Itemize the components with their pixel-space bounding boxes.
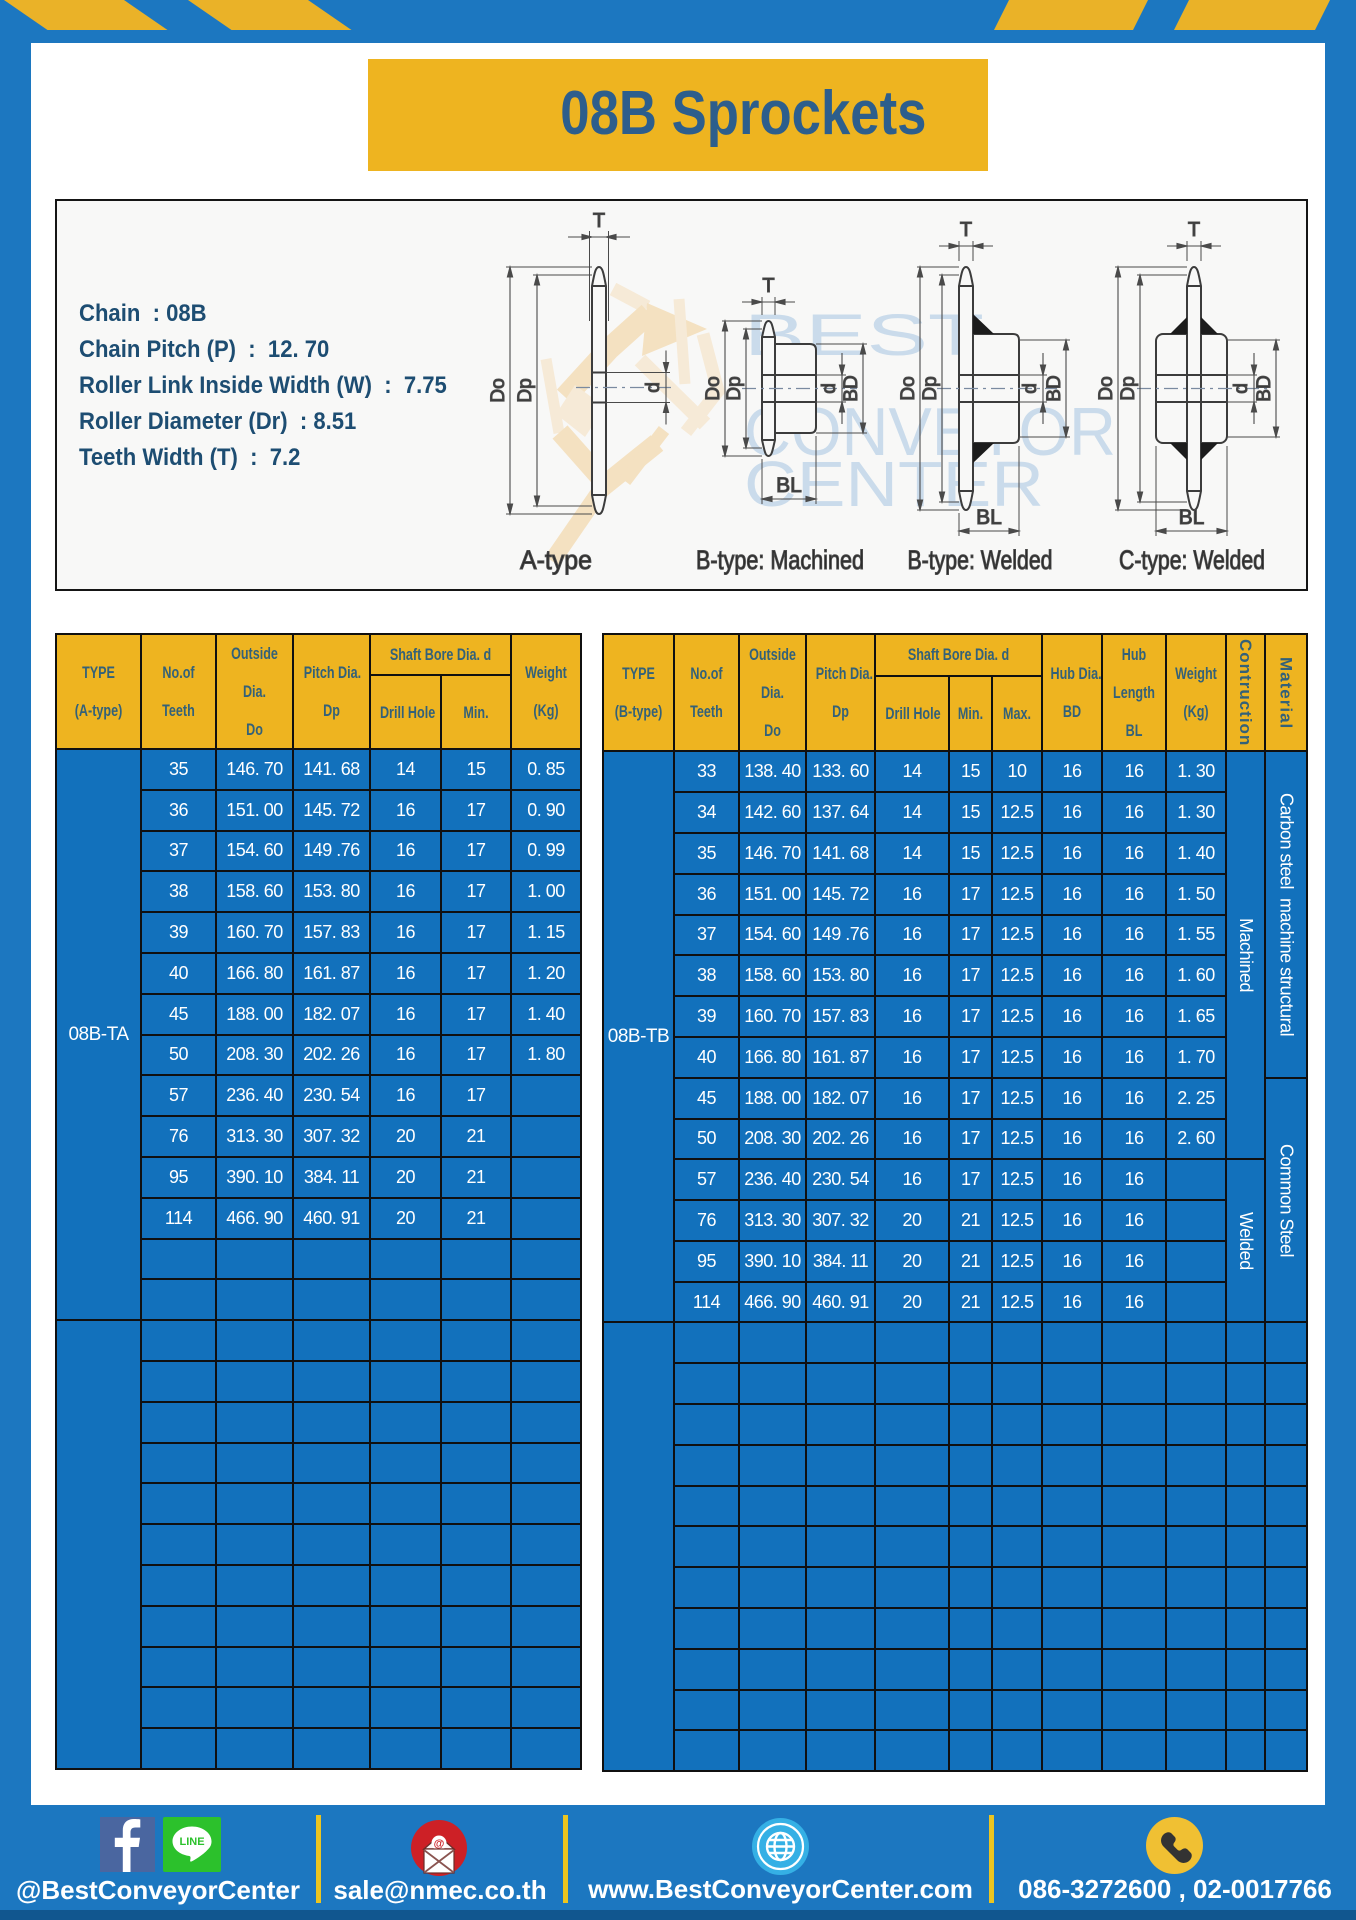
svg-text:BL: BL <box>1179 506 1205 529</box>
svg-text:B-type: Machined: B-type: Machined <box>696 545 864 575</box>
svg-text:d: d <box>1231 383 1252 394</box>
svg-text:Dp: Dp <box>515 378 536 402</box>
svg-text:BD: BD <box>1044 375 1065 401</box>
svg-text:@: @ <box>434 1838 445 1850</box>
svg-text:d: d <box>643 382 664 393</box>
svg-text:Do: Do <box>898 376 919 400</box>
svg-text:Do: Do <box>703 376 724 400</box>
svg-text:Dp: Dp <box>1118 376 1139 400</box>
svg-text:Do: Do <box>488 378 509 402</box>
svg-text:BD: BD <box>1254 375 1275 401</box>
svg-text:C-type: Welded: C-type: Welded <box>1119 545 1265 575</box>
svg-text:d: d <box>819 383 840 394</box>
svg-text:T: T <box>593 210 605 232</box>
svg-text:Dp: Dp <box>724 376 745 400</box>
svg-text:BL: BL <box>776 474 802 497</box>
svg-text:BD: BD <box>841 375 862 401</box>
svg-text:BL: BL <box>976 506 1002 529</box>
svg-text:T: T <box>1188 219 1200 241</box>
svg-text:d: d <box>1020 383 1041 394</box>
svg-text:Dp: Dp <box>920 376 941 400</box>
svg-text:A-type: A-type <box>520 545 592 575</box>
svg-text:B-type: Welded: B-type: Welded <box>908 545 1053 575</box>
svg-text:LINE: LINE <box>179 1836 204 1848</box>
svg-text:T: T <box>960 219 972 241</box>
svg-text:Do: Do <box>1096 376 1117 400</box>
svg-text:CENTER: CENTER <box>744 448 1044 520</box>
svg-text:T: T <box>762 275 774 297</box>
